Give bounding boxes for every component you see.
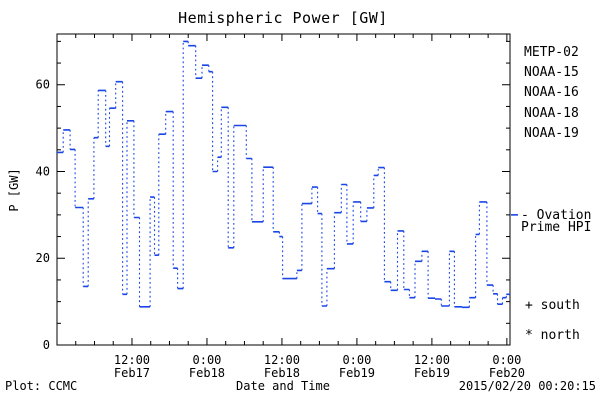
legend-north-marker: * north [525,328,580,343]
legend-ovation-line1: - Ovation [521,208,591,223]
x-axis-title: Date and Time [236,379,330,393]
data-series-layer [57,40,518,309]
x-tick-label-time: 0:00 [342,353,371,367]
legend-item-noaa16: NOAA-16 [524,85,579,100]
y-tick-label: 20 [36,251,50,265]
x-tick-label-date: Feb19 [339,366,375,380]
x-tick-label-date: Feb19 [414,366,450,380]
legend-item-noaa15: NOAA-15 [524,65,579,80]
plot-credit: Plot: CCMC [5,379,77,393]
legend-item-noaa18: NOAA-18 [524,106,579,121]
x-tick-label-date: Feb18 [264,366,300,380]
plot-title: Hemispheric Power [GW] [178,9,388,27]
timestamp: 2015/02/20 00:20:15 [459,379,596,393]
y-tick-label: 0 [43,338,50,352]
x-tick-label-date: Feb20 [489,366,525,380]
legend: METP-02 NOAA-15 NOAA-16 NOAA-18 NOAA-19 [524,45,579,141]
x-tick-label-time: 12:00 [264,353,300,367]
legend-ovation-line2: Prime HPI [521,220,591,235]
hpi-step-risers [62,41,507,308]
x-tick-label-date: Feb18 [189,366,225,380]
y-tick-label: 60 [36,78,50,92]
legend-south-marker: + south [525,298,580,313]
y-tick-label: 40 [36,164,50,178]
legend-line-series: - Ovation Prime HPI [521,208,591,235]
legend-item-metp02: METP-02 [524,45,579,60]
x-tick-label-time: 12:00 [114,353,150,367]
x-tick-label-time: 0:00 [492,353,521,367]
x-tick-label-date: Feb17 [114,366,150,380]
x-tick-label-time: 0:00 [193,353,222,367]
hpi-step-levels [57,40,510,309]
axes-layer: 12:00Feb170:00Feb1812:00Feb180:00Feb1912… [36,33,525,380]
plot-frame [56,33,511,346]
y-axis-title: P [GW] [7,168,21,211]
legend-item-noaa19: NOAA-19 [524,126,579,141]
x-tick-label-time: 12:00 [414,353,450,367]
